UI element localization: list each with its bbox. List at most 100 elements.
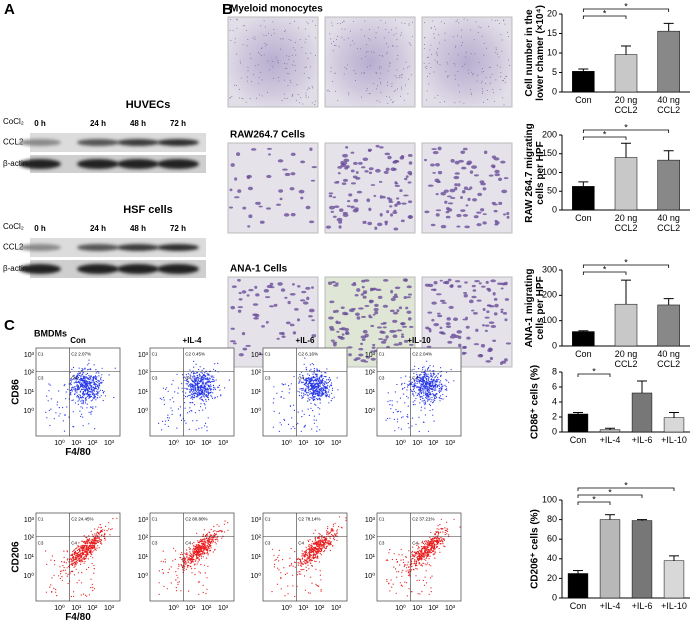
event-dot (199, 552, 200, 553)
speck (259, 77, 260, 78)
event-dot (437, 386, 438, 387)
event-dot (76, 392, 77, 393)
event-dot (61, 576, 62, 577)
speck (490, 83, 491, 84)
event-dot (78, 549, 79, 550)
panel-label: A (4, 1, 15, 18)
event-dot (421, 546, 422, 547)
quadrant-label: C3 (152, 540, 158, 545)
event-dot (412, 418, 413, 419)
cell (475, 329, 478, 332)
event-dot (167, 417, 168, 418)
event-dot (415, 398, 416, 399)
event-dot (433, 399, 434, 400)
event-dot (224, 531, 225, 532)
event-dot (189, 402, 190, 403)
event-dot (194, 555, 195, 556)
event-dot (195, 380, 196, 381)
event-dot (91, 548, 92, 549)
event-dot (307, 557, 308, 558)
event-dot (101, 534, 102, 535)
event-dot (63, 551, 64, 552)
cell (471, 165, 477, 169)
speck (305, 93, 306, 94)
cell (364, 361, 368, 363)
event-dot (434, 390, 435, 391)
event-dot (280, 422, 281, 423)
quadrant-label: C1 (265, 352, 271, 357)
event-dot (73, 411, 74, 412)
cell (501, 190, 507, 194)
speck (231, 96, 232, 97)
event-dot (98, 540, 99, 541)
speck (343, 21, 344, 22)
event-dot (194, 395, 195, 396)
cell (369, 300, 374, 302)
event-dot (297, 571, 298, 572)
event-dot (418, 390, 419, 391)
event-dot (83, 391, 84, 392)
event-dot (312, 363, 313, 364)
event-dot (76, 390, 77, 391)
event-dot (91, 387, 92, 388)
event-dot (319, 399, 320, 400)
cell (395, 185, 401, 187)
event-dot (314, 561, 315, 562)
gate-percent: C2 2.07% (71, 352, 91, 357)
event-dot (321, 541, 322, 542)
event-dot (322, 542, 323, 543)
speck (366, 52, 367, 53)
speck (487, 90, 488, 91)
event-dot (81, 397, 82, 398)
speck (354, 70, 355, 71)
flow-plot (263, 348, 347, 436)
event-dot (182, 374, 183, 375)
event-dot (189, 389, 190, 390)
cell (387, 156, 391, 160)
event-dot (213, 377, 214, 378)
speck (389, 97, 390, 98)
event-dot (186, 556, 187, 557)
event-dot (50, 385, 51, 386)
speck (482, 93, 483, 94)
event-dot (177, 582, 178, 583)
event-dot (94, 588, 95, 589)
speck (354, 43, 355, 44)
event-dot (418, 379, 419, 380)
speck (266, 44, 267, 45)
event-dot (87, 381, 88, 382)
event-dot (178, 564, 179, 565)
y-tick-label: 10³ (251, 517, 262, 524)
speck (424, 44, 425, 45)
event-dot (308, 541, 309, 542)
cell (389, 330, 395, 333)
cell (446, 207, 450, 210)
event-dot (324, 550, 325, 551)
speck (428, 83, 429, 84)
speck (315, 25, 316, 26)
speck (448, 53, 449, 54)
cell (369, 171, 372, 174)
speck (461, 45, 462, 46)
speck (355, 73, 356, 74)
speck (244, 25, 245, 26)
event-dot (82, 400, 83, 401)
cell (237, 189, 241, 193)
event-dot (98, 527, 99, 528)
event-dot (304, 560, 305, 561)
speck (492, 74, 493, 75)
event-dot (90, 379, 91, 380)
cell (427, 311, 432, 313)
y-tick-label: 10² (138, 369, 149, 376)
event-dot (76, 561, 77, 562)
event-dot (81, 560, 82, 561)
event-dot (311, 547, 312, 548)
event-dot (307, 565, 308, 566)
blot-band (117, 159, 159, 169)
cell (363, 296, 367, 299)
event-dot (77, 395, 78, 396)
cell (501, 361, 506, 364)
event-dot (213, 387, 214, 388)
cell (494, 170, 499, 174)
event-dot (281, 424, 282, 425)
